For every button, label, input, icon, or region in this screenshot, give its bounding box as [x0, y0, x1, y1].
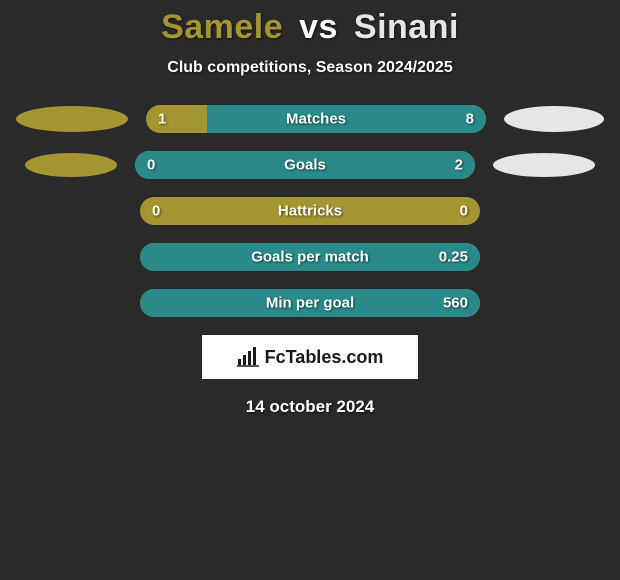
player2-marker: [493, 153, 595, 177]
stat-row: Goals per match 0.25: [0, 243, 620, 271]
stat-row: 0 Hattricks 0: [0, 197, 620, 225]
stat-bar: Goals per match 0.25: [140, 243, 480, 271]
comparison-card: Samele vs Sinani Club competitions, Seas…: [0, 0, 620, 417]
bar-fill-right: [207, 105, 486, 133]
stat-value-left: 1: [158, 111, 166, 128]
stat-value-right: 0: [460, 203, 468, 220]
site-logo: FcTables.com: [237, 347, 384, 368]
player2-name: Sinani: [354, 8, 459, 46]
player2-marker: [504, 106, 604, 132]
stat-value-left: 0: [152, 203, 160, 220]
subtitle: Club competitions, Season 2024/2025: [0, 59, 620, 77]
stats-area: 1 Matches 8 0 Goals 2 0 Hattricks 0 Goals per mat…: [0, 105, 620, 317]
stat-value-right: 0.25: [439, 249, 468, 266]
date-text: 14 october 2024: [0, 397, 620, 417]
page-title: Samele vs Sinani: [0, 8, 620, 47]
stat-label: Matches: [286, 111, 346, 128]
logo-text: FcTables.com: [265, 347, 384, 368]
stat-bar: 0 Goals 2: [135, 151, 475, 179]
player1-name: Samele: [161, 8, 283, 46]
stat-label: Hattricks: [278, 203, 342, 220]
stat-label: Goals: [284, 157, 326, 174]
player1-marker: [16, 106, 128, 132]
vs-text: vs: [299, 8, 338, 46]
stat-bar: Min per goal 560: [140, 289, 480, 317]
stat-bar: 0 Hattricks 0: [140, 197, 480, 225]
stat-label: Goals per match: [251, 249, 369, 266]
stat-row: Min per goal 560: [0, 289, 620, 317]
stat-bar: 1 Matches 8: [146, 105, 486, 133]
stat-value-left: 0: [147, 157, 155, 174]
logo-box: FcTables.com: [202, 335, 418, 379]
stat-value-right: 2: [455, 157, 463, 174]
stat-row: 0 Goals 2: [0, 151, 620, 179]
stat-value-right: 8: [466, 111, 474, 128]
bar-chart-icon: [237, 347, 259, 367]
stat-label: Min per goal: [266, 295, 354, 312]
player1-marker: [25, 153, 117, 177]
stat-row: 1 Matches 8: [0, 105, 620, 133]
stat-value-right: 560: [443, 295, 468, 312]
